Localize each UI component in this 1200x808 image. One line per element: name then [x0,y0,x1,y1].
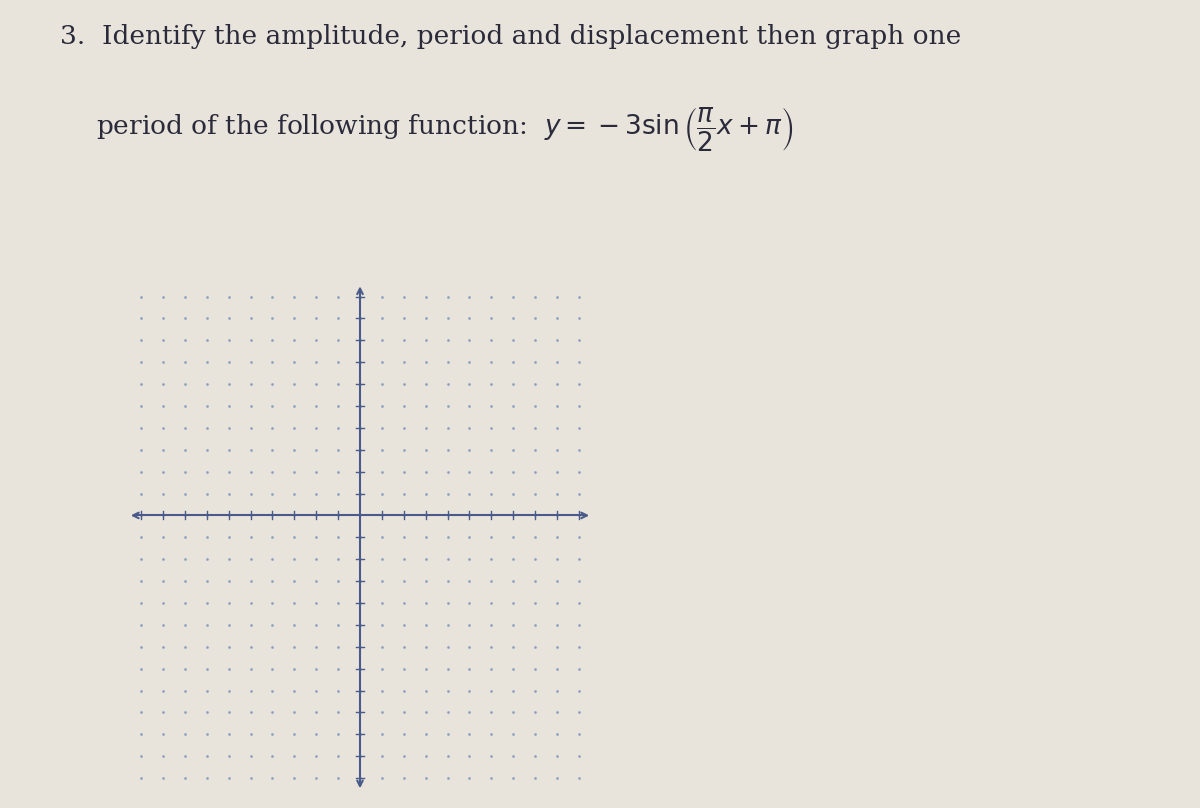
Text: period of the following function:  $y = -3\sin\left(\dfrac{\pi}{2}x + \pi\right): period of the following function: $y = -… [96,105,794,153]
Text: 3.  Identify the amplitude, period and displacement then graph one: 3. Identify the amplitude, period and di… [60,24,961,49]
